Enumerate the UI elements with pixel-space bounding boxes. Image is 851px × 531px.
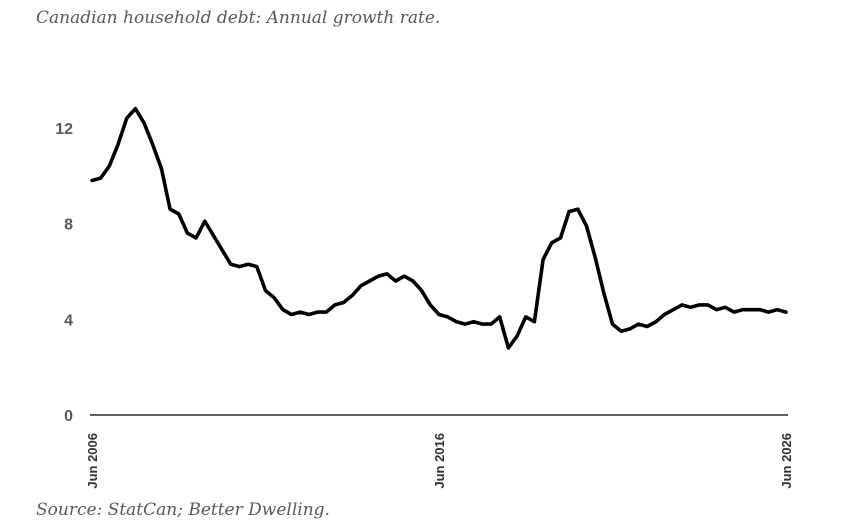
x-axis: Jun 2006 Jun 2016 Jun 2026 bbox=[85, 433, 794, 489]
y-tick-label: 0 bbox=[64, 408, 73, 425]
x-tick-label: Jun 2016 bbox=[432, 433, 447, 489]
chart-title: Canadian household debt: Annual growth r… bbox=[36, 8, 441, 28]
y-tick-label: 4 bbox=[64, 312, 73, 329]
series-line bbox=[90, 106, 788, 350]
x-tick-label: Jun 2026 bbox=[779, 433, 794, 489]
source-note: Source: StatCan; Better Dwelling. bbox=[36, 500, 330, 520]
y-tick-label: 12 bbox=[55, 121, 73, 138]
y-tick-label: 8 bbox=[64, 217, 73, 234]
y-axis: 0 4 8 12 bbox=[55, 121, 73, 425]
x-tick-label: Jun 2006 bbox=[85, 433, 100, 489]
